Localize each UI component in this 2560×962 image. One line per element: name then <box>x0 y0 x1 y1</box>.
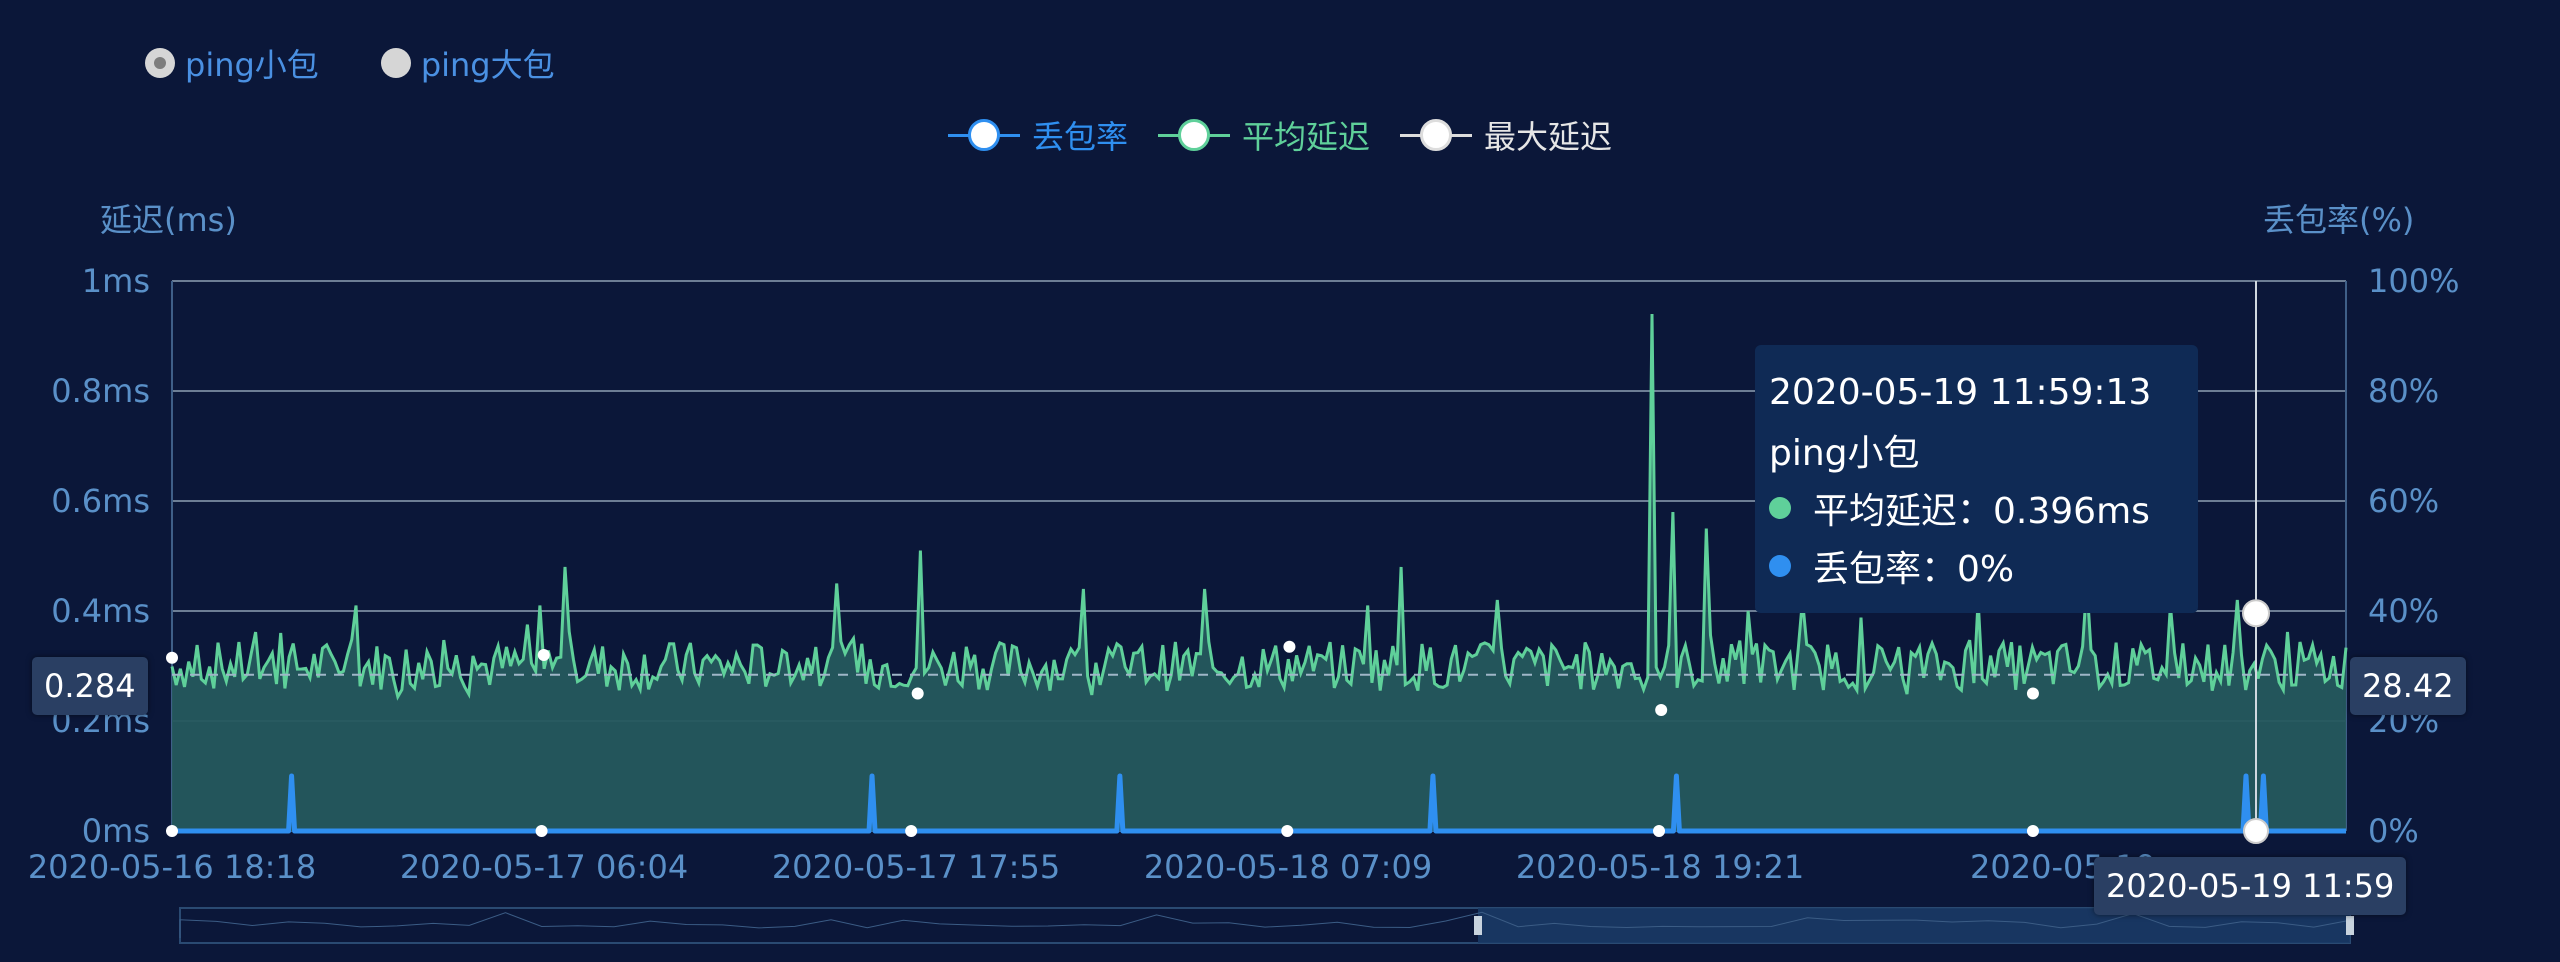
tooltip-loss-value: ：0% <box>1921 549 2015 590</box>
x-tick-label: 2020-05-18 19:21 <box>1516 848 1804 886</box>
y-right-tick-label: 100% <box>2368 262 2459 300</box>
y-left-axis-name: 延迟(ms) <box>100 201 237 239</box>
avg-latency-line <box>170 313 2348 701</box>
chart-legend: 丢包率 平均延迟 最大延迟 <box>0 112 2560 158</box>
legend-line-circle-icon <box>1157 115 1230 155</box>
y-right-tick-label: 60% <box>2368 482 2439 520</box>
x-tick-label: 2020-05-17 06:04 <box>400 848 688 886</box>
radio-checked-icon <box>145 48 175 78</box>
legend-line-circle-icon <box>947 115 1020 155</box>
max-latency-point <box>166 651 178 664</box>
tooltip-group: ping小包 <box>1769 433 1920 474</box>
x-tick-label: 2020-05-17 17:55 <box>772 848 1060 886</box>
packet-size-radio-group: ping小包 ping大包 <box>145 40 555 86</box>
x-tick-label: 2020-05-16 18:18 <box>28 848 316 886</box>
loss-point-marker <box>1653 825 1666 837</box>
radio-ping-large-label: ping大包 <box>420 46 555 84</box>
tooltip-loss-row: 丢包率 ：0% <box>1769 537 2184 595</box>
datazoom-shadow <box>179 911 2351 938</box>
x-axis-ticks: 2020-05-16 18:18 2020-05-17 06:04 2020-05-… <box>28 848 2156 886</box>
y-left-tick-label: 1ms <box>82 262 150 300</box>
max-latency-point <box>1655 704 1668 716</box>
chart-tooltip: 2020-05-19 11:59:13 ping小包 平均延迟 ：0.396ms … <box>1755 345 2198 613</box>
y-left-tick-label: 0.6ms <box>51 482 150 520</box>
tooltip-avg-row: 平均延迟 ：0.396ms <box>1769 479 2184 537</box>
max-latency-point <box>537 649 550 661</box>
legend-label-max-latency: 最大延迟 <box>1484 118 1613 156</box>
tooltip-avg-label: 平均延迟 <box>1813 491 1958 532</box>
radio-ping-small[interactable]: ping小包 <box>145 40 319 86</box>
legend-label-avg-latency: 平均延迟 <box>1241 118 1370 156</box>
datazoom-slider[interactable] <box>179 907 2354 944</box>
axis-pointer-dot-bottom <box>2243 818 2269 844</box>
max-latency-point <box>1283 640 1296 653</box>
radio-ping-small-label: ping小包 <box>185 46 319 84</box>
y-left-tick-label: 0.8ms <box>51 372 150 410</box>
legend-item-avg-latency[interactable]: 平均延迟 <box>1157 112 1370 158</box>
tooltip-time: 2020-05-19 11:59:13 <box>1769 371 2152 413</box>
y-right-tick-label: 80% <box>2368 372 2439 410</box>
y-left-tick-label: 0.4ms <box>51 592 150 630</box>
max-latency-point <box>2026 687 2039 700</box>
loss-point-marker <box>535 825 548 837</box>
axis-pointer-x-label: 2020-05-19 11:59 <box>2094 857 2407 915</box>
radio-ping-large[interactable]: ping大包 <box>380 40 555 86</box>
loss-point-marker <box>905 825 918 837</box>
tooltip-avg-dot-icon <box>1769 497 1791 519</box>
datazoom-handle-left <box>1474 916 1482 935</box>
loss-point-marker <box>2026 825 2039 837</box>
loss-point-marker <box>1281 825 1294 837</box>
max-latency-point <box>911 687 924 700</box>
y-right-tick-label: 40% <box>2368 592 2439 630</box>
radio-unchecked-icon <box>380 48 411 78</box>
x-tick-label: 2020-05-18 07:09 <box>1144 848 1432 886</box>
axis-pointer-left-label: 0.284 <box>32 657 148 715</box>
tooltip-avg-value: ：0.396ms <box>1957 491 2150 532</box>
axis-pointer-right-label: 28.42 <box>2350 657 2466 715</box>
axis-pointer-dot <box>2242 599 2270 628</box>
right-axis-ticks: 0%20%40%60%80%100% <box>2368 262 2459 850</box>
max-latency-points <box>166 640 2039 837</box>
tooltip-loss-dot-icon <box>1769 555 1791 577</box>
datazoom-handle-right <box>2346 916 2354 935</box>
y-right-tick-label: 0% <box>2368 812 2419 850</box>
legend-label-loss-rate: 丢包率 <box>1031 118 1128 156</box>
y-left-tick-label: 0ms <box>82 812 150 850</box>
legend-item-max-latency[interactable]: 最大延迟 <box>1400 112 1612 158</box>
legend-item-loss-rate[interactable]: 丢包率 <box>947 112 1128 158</box>
loss-point-marker <box>166 825 178 837</box>
tooltip-loss-label: 丢包率 <box>1813 549 1922 590</box>
y-right-axis-name: 丢包率(%) <box>2263 201 2415 239</box>
legend-line-circle-icon <box>1400 115 1472 155</box>
avg-latency-area <box>172 314 2346 831</box>
